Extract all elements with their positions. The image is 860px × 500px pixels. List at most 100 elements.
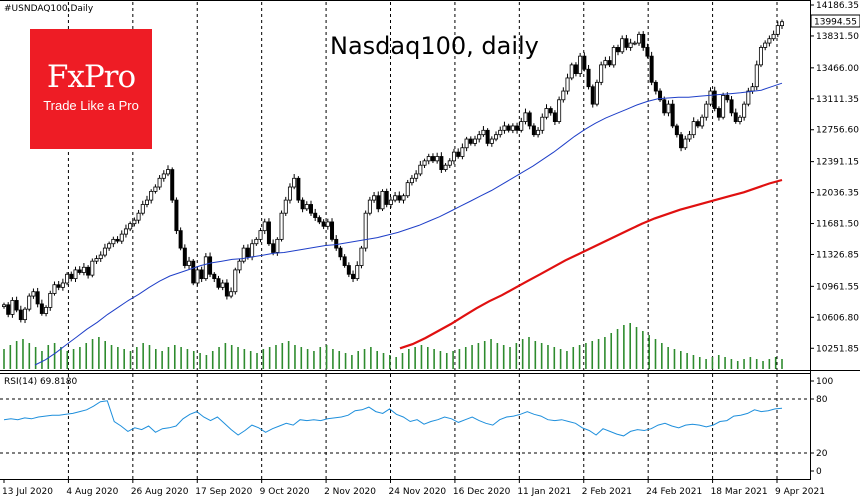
candle — [523, 108, 528, 125]
candle — [111, 236, 116, 248]
candle — [737, 115, 742, 125]
candle — [628, 38, 633, 51]
candle — [359, 245, 364, 269]
candle — [578, 52, 583, 78]
candle — [515, 122, 520, 134]
candle — [69, 271, 74, 282]
current-price-tag — [810, 14, 860, 28]
candle — [237, 258, 242, 274]
candle — [292, 174, 297, 190]
rsi-levels — [0, 398, 810, 454]
candle — [754, 60, 759, 91]
candle — [81, 263, 86, 276]
candle — [439, 152, 444, 173]
rsi-tick-label: 20 — [816, 449, 828, 459]
candle — [510, 123, 515, 134]
candle — [485, 128, 490, 147]
candle — [615, 44, 620, 56]
candle — [590, 84, 595, 108]
candle — [426, 153, 431, 165]
candle — [637, 31, 642, 46]
price-tick-label: 12391.15 — [816, 158, 859, 168]
candle — [153, 184, 158, 194]
candle — [494, 131, 499, 142]
logo-name: FxPro — [46, 59, 136, 95]
candle — [704, 100, 709, 121]
candle — [435, 152, 440, 164]
candle — [283, 196, 288, 216]
time-axis: 13 Jul 2020 4 Aug 2020 26 Aug 2020 17 Sep 2… — [2, 479, 825, 497]
candle — [611, 45, 616, 68]
candle — [31, 288, 36, 299]
candle — [695, 119, 700, 129]
candle — [161, 170, 166, 182]
time-tick-label: 13 Jul 2020 — [2, 487, 53, 497]
candle — [157, 175, 162, 190]
candle — [729, 96, 734, 117]
candle — [691, 117, 696, 139]
price-tick-label: 10606.80 — [816, 313, 859, 323]
chart-title: Nasdaq100, daily — [330, 32, 539, 60]
price-tick-label: 13831.50 — [816, 32, 859, 42]
candle — [746, 87, 751, 107]
rsi-label: RSI(14) 69.8180 — [4, 377, 77, 387]
candle — [527, 110, 532, 130]
candle — [65, 272, 70, 286]
candle — [338, 245, 343, 261]
candle — [321, 219, 326, 230]
price-tick-label: 11681.50 — [816, 220, 859, 230]
candle — [708, 87, 713, 107]
candle — [712, 86, 717, 112]
candle — [544, 104, 549, 120]
candle — [388, 196, 393, 208]
candle — [742, 101, 747, 121]
candle — [178, 227, 183, 251]
candle — [119, 230, 124, 244]
price-axis: 14186.35 13831.50 13466.00 13111.35 12756.60… — [810, 1, 859, 354]
candle — [384, 188, 389, 208]
candle — [10, 297, 15, 318]
candle — [733, 108, 738, 124]
candle — [414, 170, 419, 182]
candle — [245, 244, 250, 260]
candle — [594, 79, 599, 107]
candle — [372, 191, 377, 203]
candle — [304, 201, 309, 212]
time-tick-label: 9 Apr 2021 — [775, 487, 825, 497]
symbol-label: #USNDAQ100,Daily — [4, 4, 94, 14]
candle — [35, 287, 40, 308]
candle — [132, 217, 137, 227]
candle — [2, 302, 7, 309]
candle — [586, 64, 591, 90]
candle — [582, 52, 587, 72]
candle — [506, 123, 511, 133]
candlestick-series — [2, 19, 785, 324]
candle — [489, 136, 494, 147]
price-tick-label: 13111.35 — [816, 95, 859, 105]
candle — [393, 191, 398, 203]
candle — [94, 255, 99, 264]
time-tick-label: 11 Jan 2021 — [517, 487, 571, 497]
candle — [203, 253, 208, 281]
time-tick-label: 18 Mar 2021 — [711, 487, 768, 497]
candle — [607, 56, 612, 68]
candle — [573, 62, 578, 77]
candle — [658, 88, 663, 102]
candle — [23, 306, 28, 324]
candle — [342, 254, 347, 268]
candle — [90, 258, 95, 278]
candle — [700, 114, 705, 129]
candle — [229, 287, 234, 299]
candle — [174, 197, 179, 235]
candle — [548, 106, 553, 116]
price-tick-label: 10961.55 — [816, 282, 859, 292]
candle — [73, 266, 78, 283]
candle — [780, 19, 785, 30]
time-tick-label: 4 Aug 2020 — [66, 487, 118, 497]
candle — [102, 243, 107, 258]
candle — [351, 270, 356, 283]
candle — [182, 244, 187, 269]
candle — [195, 267, 200, 286]
candle — [166, 165, 171, 177]
candle — [325, 218, 330, 230]
